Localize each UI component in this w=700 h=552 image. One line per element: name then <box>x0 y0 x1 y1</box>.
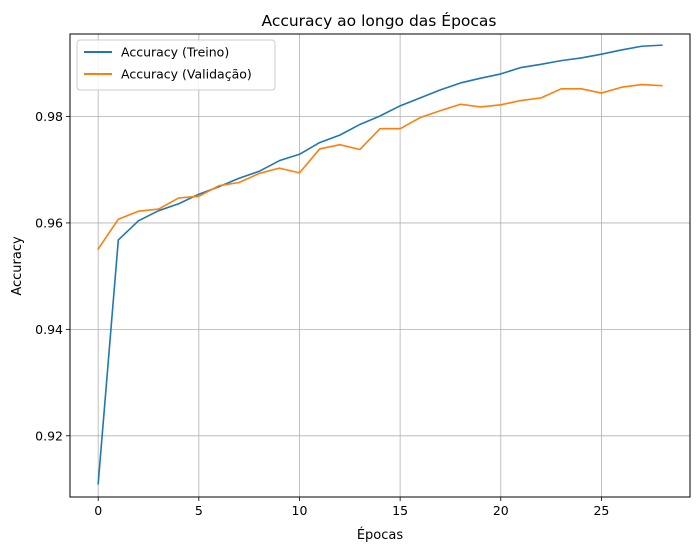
x-tick-label: 5 <box>195 503 203 518</box>
y-axis-label: Accuracy <box>10 236 25 296</box>
axis-ticks: 0 5 10 15 20 25 0.92 0.94 0.96 0.98 <box>35 109 609 518</box>
legend-label-validacao: Accuracy (Validação) <box>121 67 252 82</box>
plot-frame <box>69 33 691 498</box>
x-axis-label: Épocas <box>357 527 404 543</box>
x-tick-label: 15 <box>392 503 408 518</box>
x-tick-label: 0 <box>94 503 102 518</box>
x-tick-label: 25 <box>593 503 609 518</box>
series-lines <box>97 44 663 485</box>
y-tick-label: 0.96 <box>35 215 63 230</box>
grid-lines <box>70 34 690 497</box>
chart-title: Accuracy ao longo das Épocas <box>261 11 496 30</box>
y-tick-label: 0.92 <box>35 428 63 443</box>
y-tick-label: 0.94 <box>35 322 63 337</box>
legend: Accuracy (Treino) Accuracy (Validação) <box>76 39 276 91</box>
series-line-1 <box>97 83 663 251</box>
legend-box <box>76 39 276 91</box>
y-tick-label: 0.98 <box>35 109 63 124</box>
series-line-0 <box>97 44 663 485</box>
x-tick-label: 10 <box>292 503 308 518</box>
legend-label-treino: Accuracy (Treino) <box>121 45 229 60</box>
x-tick-label: 20 <box>493 503 509 518</box>
